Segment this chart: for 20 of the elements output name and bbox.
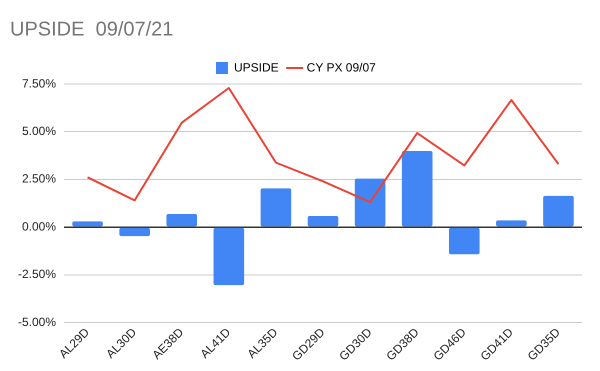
y-tick-label: 2.50% [22, 172, 56, 186]
bar [72, 221, 103, 226]
y-tick-label: -2.50% [18, 267, 56, 282]
legend-label: CY PX 09/07 [306, 60, 376, 74]
bar [166, 214, 198, 226]
legend-label: UPSIDE [234, 60, 279, 74]
bar [448, 228, 480, 254]
y-tick-label: 0.00% [22, 219, 56, 234]
y-tick-label: -5.00% [18, 314, 56, 329]
bar [354, 178, 386, 226]
bar [308, 216, 338, 226]
y-tick-label: 5.00% [22, 124, 56, 138]
bar [402, 150, 432, 226]
bar [543, 196, 574, 226]
y-tick-label: 7.50% [22, 76, 56, 90]
bar [214, 228, 244, 286]
bar [119, 228, 150, 236]
chart-title: UPSIDE 09/07/21 [10, 18, 174, 41]
bar [496, 220, 527, 226]
bar [260, 188, 292, 226]
